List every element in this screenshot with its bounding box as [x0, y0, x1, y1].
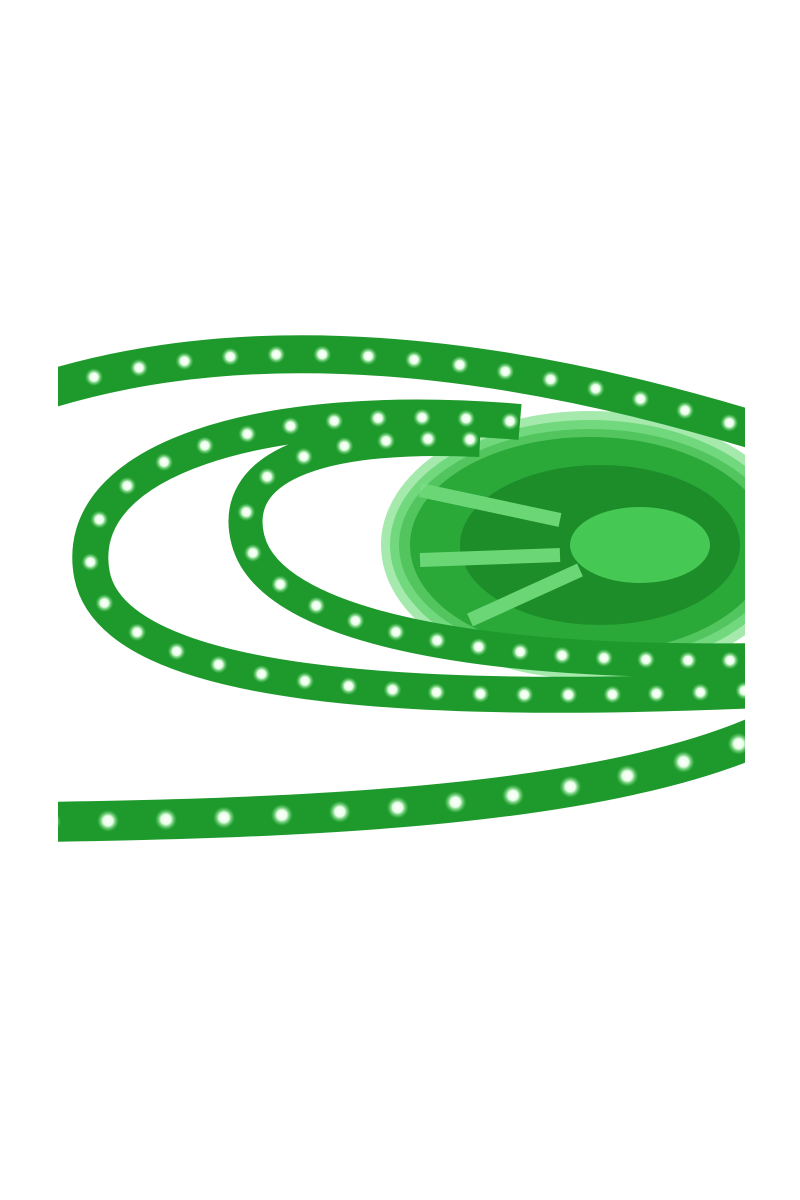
led	[678, 651, 697, 670]
led	[252, 665, 271, 684]
led-dots	[58, 345, 745, 832]
led	[270, 804, 293, 827]
led	[559, 775, 582, 798]
led	[377, 431, 396, 450]
led	[359, 347, 378, 366]
led	[501, 784, 524, 807]
led	[541, 370, 560, 389]
led	[339, 677, 358, 696]
led	[515, 685, 534, 704]
led	[427, 683, 446, 702]
led	[735, 681, 745, 700]
scene	[58, 335, 745, 842]
led	[294, 447, 313, 466]
led	[469, 637, 488, 656]
led	[672, 750, 695, 773]
led	[346, 611, 365, 630]
led	[636, 650, 655, 669]
led	[325, 411, 344, 430]
led	[195, 436, 214, 455]
led	[727, 732, 745, 755]
led	[154, 808, 177, 831]
led	[175, 352, 194, 371]
led	[720, 651, 739, 670]
led	[243, 543, 262, 562]
led	[128, 623, 147, 642]
led	[281, 417, 300, 436]
led	[258, 467, 277, 486]
led	[501, 412, 520, 431]
led	[413, 408, 432, 427]
led	[155, 453, 174, 472]
led	[335, 437, 354, 456]
led	[386, 796, 409, 819]
led	[603, 685, 622, 704]
led	[221, 347, 240, 366]
led	[631, 389, 650, 408]
led	[691, 683, 710, 702]
led	[676, 401, 695, 420]
led	[212, 806, 235, 829]
led	[267, 345, 286, 364]
led	[209, 655, 228, 674]
led	[307, 596, 326, 615]
led	[328, 800, 351, 823]
led	[559, 685, 578, 704]
led	[586, 379, 605, 398]
led	[386, 622, 405, 641]
led	[90, 510, 109, 529]
led	[167, 642, 186, 661]
led	[428, 631, 447, 650]
led	[444, 791, 467, 814]
led	[616, 764, 639, 787]
led	[295, 671, 314, 690]
led	[96, 809, 119, 832]
led	[237, 503, 256, 522]
led	[647, 684, 666, 703]
led	[95, 594, 114, 613]
led	[118, 476, 137, 495]
led	[58, 814, 61, 830]
led	[271, 575, 290, 594]
led	[457, 409, 476, 428]
led	[511, 642, 530, 661]
led	[58, 385, 59, 393]
led	[419, 430, 438, 449]
led	[313, 345, 332, 364]
led	[595, 648, 614, 667]
led	[405, 350, 424, 369]
led	[496, 362, 515, 381]
led	[369, 409, 388, 428]
led	[84, 368, 103, 387]
led	[238, 424, 257, 443]
led	[130, 358, 149, 377]
led	[81, 553, 100, 572]
led	[553, 646, 572, 665]
led	[383, 680, 402, 699]
led	[461, 430, 480, 449]
led	[720, 413, 739, 432]
led	[450, 355, 469, 374]
led	[471, 684, 490, 703]
